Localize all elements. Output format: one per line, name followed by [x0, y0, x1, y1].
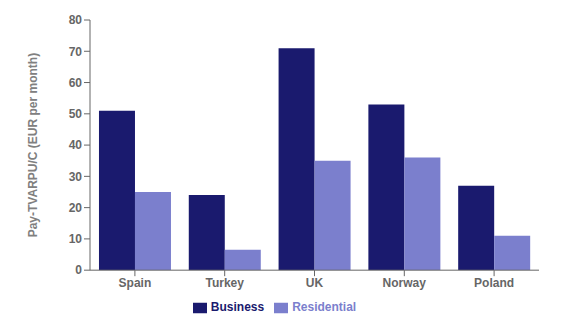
- svg-text:Turkey: Turkey: [205, 276, 244, 290]
- svg-text:Pay-TVARPU/C (EUR per month): Pay-TVARPU/C (EUR per month): [26, 53, 40, 237]
- svg-text:Norway: Norway: [383, 276, 427, 290]
- svg-text:0: 0: [75, 263, 82, 277]
- svg-text:40: 40: [69, 138, 83, 152]
- svg-text:30: 30: [69, 170, 83, 184]
- svg-text:UK: UK: [306, 276, 324, 290]
- svg-text:20: 20: [69, 201, 83, 215]
- svg-text:70: 70: [69, 45, 83, 59]
- svg-text:60: 60: [69, 76, 83, 90]
- svg-text:50: 50: [69, 107, 83, 121]
- html-text:Business: Business: [210, 300, 265, 315]
- svg-text:80: 80: [69, 13, 83, 27]
- html-text:Residential: Residential: [292, 300, 357, 315]
- svg-text:10: 10: [69, 232, 83, 246]
- svg-text:Poland: Poland: [474, 276, 514, 290]
- svg-text:Spain: Spain: [119, 276, 152, 290]
